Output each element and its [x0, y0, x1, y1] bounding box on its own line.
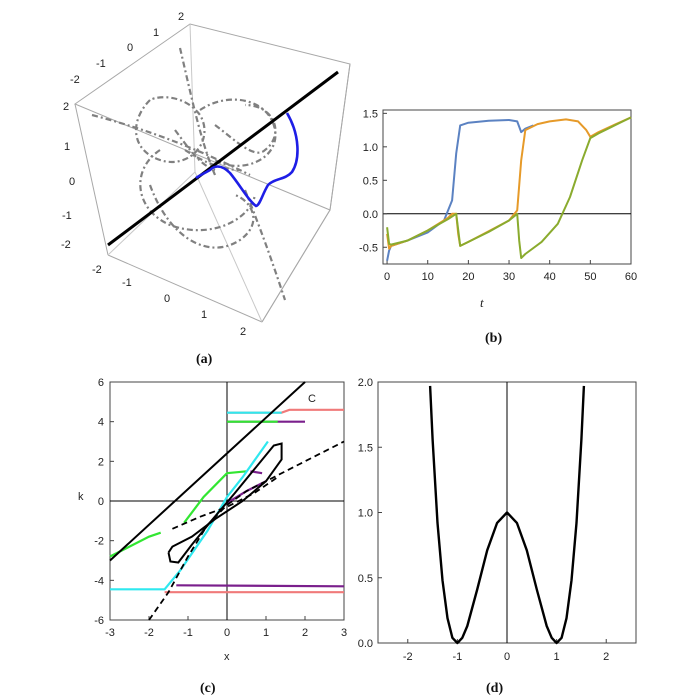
x-tick-label: -2 — [144, 627, 154, 639]
series-group — [386, 116, 632, 261]
gray-curve — [135, 96, 206, 163]
axis-ticks: -3 -2 -1 0 1 2 3 -6 -4 -2 0 2 4 6 — [94, 377, 347, 639]
x-tick-label: -1 — [183, 627, 193, 639]
gray-curve — [214, 103, 277, 154]
closed-orbit — [167, 442, 283, 564]
panel-a-3d-plot: 2 1 0 -1 -2 2 1 0 -1 -2 -2 -1 0 1 2 (a) — [61, 11, 351, 367]
x-axis-label: t — [480, 295, 484, 310]
dashed-curve — [148, 440, 345, 621]
y-tick-label: 2.0 — [358, 377, 373, 389]
x-tick-label: 3 — [341, 627, 347, 639]
series-line — [428, 385, 586, 645]
x-tick-label: 0 — [224, 627, 230, 639]
x-tick-label: 2 — [302, 627, 308, 639]
tick-left: 2 — [63, 101, 69, 113]
y-tick-label: -6 — [94, 615, 104, 627]
black-diagonal-line — [107, 70, 339, 247]
y-tick-label: 0.5 — [363, 175, 378, 187]
gray-curve — [139, 149, 257, 232]
green-curve — [183, 470, 247, 524]
panel-d-potential: -2 -1 0 1 2 0.0 0.5 1.0 1.5 2.0 (d) — [358, 377, 637, 696]
y-tick-label: 0.5 — [358, 573, 373, 585]
box-edge — [261, 209, 331, 323]
y-tick-label: 0.0 — [358, 638, 373, 650]
tick-left: -1 — [62, 210, 72, 222]
box-edge-hidden — [194, 171, 263, 323]
axis-ticks: 0 10 20 30 40 50 60 -0.5 0.0 0.5 1.0 1.5 — [359, 108, 637, 283]
series-line — [386, 116, 632, 259]
gray-curve — [199, 98, 277, 167]
x-tick-label: 50 — [584, 271, 596, 283]
tick-top: 1 — [153, 27, 159, 39]
x-tick-label: 20 — [462, 271, 474, 283]
line-c — [109, 381, 306, 562]
y-tick-label: -0.5 — [359, 242, 378, 254]
y-tick-label: 1.0 — [363, 142, 378, 154]
tick-left: 1 — [64, 141, 70, 153]
gray-curve — [174, 129, 216, 172]
y-tick-label: 0.0 — [363, 209, 378, 221]
series-group — [428, 382, 586, 645]
axis-ticks: -2 -1 0 1 2 0.0 0.5 1.0 1.5 2.0 — [358, 377, 610, 663]
tick-left: 0 — [69, 176, 75, 188]
gray-curve — [178, 47, 217, 176]
gray-dashdot-curves — [91, 47, 287, 301]
x-tick-label: 2 — [603, 651, 609, 663]
x-tick-label: -2 — [403, 651, 413, 663]
x-tick-label: 1 — [263, 627, 269, 639]
y-axis-label: k — [78, 491, 84, 503]
y-tick-label: 2 — [98, 456, 104, 468]
panel-b-time-series: 0 10 20 30 40 50 60 -0.5 0.0 0.5 1.0 1.5 t (b) — [359, 108, 637, 346]
x-tick-label: 40 — [544, 271, 556, 283]
box-top-face — [73, 23, 351, 211]
curves-group — [109, 381, 345, 621]
cyan-curve — [110, 440, 269, 591]
gray-curve — [184, 149, 241, 172]
tick-bottom: -1 — [122, 277, 132, 289]
plot-frame — [382, 109, 632, 265]
x-tick-label: 60 — [625, 271, 637, 283]
tick-bottom: 2 — [240, 326, 246, 338]
tick-top: 0 — [127, 42, 133, 54]
panel-label-b: (b) — [485, 331, 502, 346]
x-tick-label: 10 — [422, 271, 434, 283]
panel-a-ticks: 2 1 0 -1 -2 2 1 0 -1 -2 -2 -1 0 1 2 — [61, 11, 246, 338]
y-tick-label: 4 — [98, 417, 104, 429]
panel-label-d: (d) — [486, 681, 503, 696]
series-line — [386, 116, 632, 250]
tick-top: 2 — [178, 11, 184, 23]
tick-left: -2 — [61, 239, 71, 251]
tick-bottom: 0 — [164, 293, 170, 305]
box-edge — [329, 63, 351, 211]
tick-top: -1 — [96, 58, 106, 70]
x-tick-label: 0 — [384, 271, 390, 283]
panel-label-a: (a) — [196, 352, 213, 367]
x-axis-label: x — [224, 651, 230, 663]
box-edge — [74, 103, 109, 256]
box-edge — [107, 254, 263, 323]
tick-bottom: 1 — [201, 309, 207, 321]
x-tick-label: -1 — [452, 651, 462, 663]
curve-annotation-c: C — [308, 393, 316, 405]
x-tick-label: 30 — [503, 271, 515, 283]
y-tick-label: 0 — [98, 496, 104, 508]
y-tick-label: 1.5 — [358, 442, 373, 454]
y-tick-label: 1.0 — [358, 508, 373, 520]
y-tick-label: 1.5 — [363, 108, 378, 120]
purple-curve — [176, 584, 345, 588]
blue-curve — [195, 112, 299, 208]
panel-label-c: (c) — [200, 681, 216, 696]
tick-bottom: -2 — [92, 264, 102, 276]
x-tick-label: 0 — [504, 651, 510, 663]
x-tick-label: 1 — [554, 651, 560, 663]
gray-curve — [148, 184, 255, 249]
x-tick-label: -3 — [105, 627, 115, 639]
y-tick-label: -4 — [94, 575, 104, 587]
gray-curve — [91, 113, 251, 176]
tick-top: -2 — [70, 74, 80, 86]
y-tick-label: 6 — [98, 377, 104, 389]
panel-c-phase-plot: -3 -2 -1 0 1 2 3 -6 -4 -2 0 2 4 6 C x k (c) — [78, 377, 347, 696]
y-tick-label: -2 — [94, 536, 104, 548]
